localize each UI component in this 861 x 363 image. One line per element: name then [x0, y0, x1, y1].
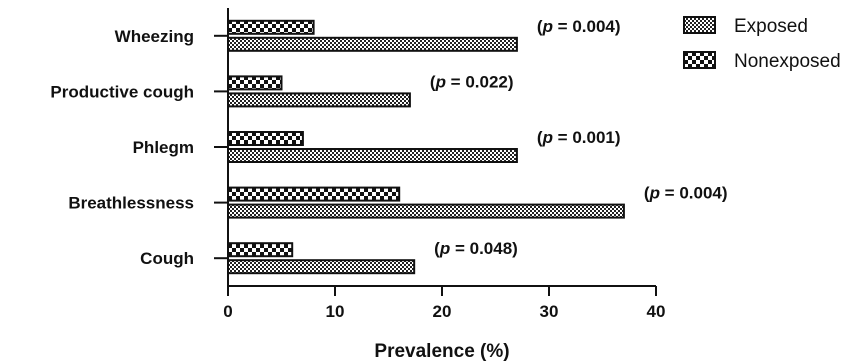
bars-group	[227, 19, 625, 275]
p-value-label-phlegm: (p = 0.001)	[537, 128, 621, 147]
x-tick-label-30: 30	[540, 302, 559, 321]
p-value-label-productive-cough: (p = 0.022)	[430, 72, 514, 91]
legend: Exposed Nonexposed	[683, 16, 841, 72]
bar-exposed-productive-cough	[227, 92, 411, 108]
category-label-breathlessness: Breathlessness	[68, 194, 194, 213]
bar-nonexposed-wheezing	[227, 19, 315, 35]
p-value-label-breathlessness: (p = 0.004)	[644, 184, 728, 203]
x-tick-label-10: 10	[326, 302, 345, 321]
x-axis-ticks: 0 10 20 30 40	[223, 286, 665, 321]
legend-swatch-exposed	[683, 16, 716, 34]
x-tick-label-0: 0	[223, 302, 232, 321]
x-tick-label-20: 20	[433, 302, 452, 321]
bar-exposed-breathlessness	[227, 203, 625, 219]
category-label-wheezing: Wheezing	[115, 27, 194, 46]
category-label-cough: Cough	[140, 249, 194, 268]
bar-nonexposed-breathlessness	[227, 186, 401, 202]
bar-exposed-phlegm	[227, 148, 518, 163]
x-tick-label-40: 40	[647, 302, 666, 321]
bar-exposed-cough	[227, 259, 416, 275]
bar-exposed-wheezing	[227, 36, 518, 52]
p-value-label-wheezing: (p = 0.004)	[537, 17, 621, 36]
legend-label-exposed: Exposed	[734, 16, 808, 37]
category-label-phlegm: Phlegm	[133, 138, 194, 157]
legend-label-nonexposed: Nonexposed	[734, 51, 841, 72]
legend-swatch-nonexposed	[683, 51, 716, 69]
bar-nonexposed-productive-cough	[227, 75, 283, 91]
category-labels: Wheezing Productive cough Phlegm Breathless…	[50, 27, 228, 268]
p-value-label-cough: (p = 0.048)	[434, 239, 518, 258]
bar-nonexposed-cough	[227, 242, 294, 258]
x-axis-title: Prevalence (%)	[374, 341, 509, 362]
bar-nonexposed-phlegm	[227, 131, 304, 146]
p-value-labels: (p = 0.004) (p = 0.022) (p = 0.001) (p = 0.…	[430, 17, 728, 258]
category-label-productive-cough: Productive cough	[50, 82, 194, 101]
